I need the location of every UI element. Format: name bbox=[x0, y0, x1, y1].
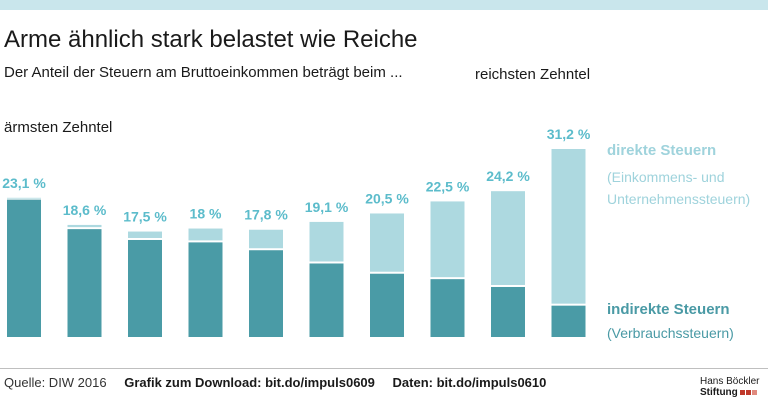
bar-direct-8 bbox=[430, 201, 465, 278]
bar-direct-5 bbox=[249, 229, 283, 249]
bar-indirect-5 bbox=[249, 250, 283, 337]
bar-total-label-8: 22,5 % bbox=[426, 178, 470, 194]
footer: Quelle: DIW 2016 Grafik zum Download: bi… bbox=[4, 375, 546, 390]
label-richest-decile: reichsten Zehntel bbox=[475, 66, 591, 83]
logo-line-2: Stiftung bbox=[700, 387, 738, 399]
logo-mark-icon bbox=[739, 387, 758, 398]
bar-direct-2 bbox=[67, 224, 102, 228]
logo-line-1: Hans Böckler bbox=[700, 376, 760, 387]
bar-direct-7 bbox=[370, 213, 404, 272]
bar-total-label-5: 17,8 % bbox=[244, 207, 288, 223]
legend-direct-taxes-desc: (Einkommens- und Unternehmenssteuern) bbox=[607, 169, 751, 207]
bar-total-label-1: 23,1 % bbox=[2, 175, 46, 191]
bar-direct-3 bbox=[128, 231, 162, 238]
bar-indirect-1 bbox=[7, 199, 41, 337]
bar-direct-1 bbox=[7, 197, 41, 199]
bar-indirect-3 bbox=[128, 239, 162, 337]
legend-indirect-taxes-title: indirekte Steuern bbox=[607, 301, 730, 318]
footer-data-link[interactable]: Daten: bit.do/impuls0610 bbox=[392, 375, 547, 390]
bar-total-label-3: 17,5 % bbox=[123, 209, 167, 225]
label-poorest-decile: ärmsten Zehntel bbox=[4, 119, 113, 136]
hans-boeckler-logo: Hans Böckler Stiftung bbox=[700, 376, 766, 398]
bar-total-label-7: 20,5 % bbox=[365, 190, 409, 206]
bar-direct-10 bbox=[551, 149, 586, 304]
footer-download-link[interactable]: Grafik zum Download: bit.do/impuls0609 bbox=[124, 375, 375, 390]
bar-total-label-6: 19,1 % bbox=[305, 199, 349, 215]
bar-direct-9 bbox=[491, 191, 525, 285]
bar-indirect-8 bbox=[430, 279, 465, 337]
top-accent-bar bbox=[0, 0, 768, 10]
bar-indirect-4 bbox=[188, 242, 223, 337]
legend-indirect-taxes-desc: (Verbrauchssteuern) bbox=[607, 325, 734, 341]
legend-direct-taxes-title: direkte Steuern bbox=[607, 142, 717, 159]
bar-indirect-7 bbox=[370, 273, 404, 337]
bar-indirect-9 bbox=[491, 286, 525, 337]
bar-total-label-2: 18,6 % bbox=[63, 202, 107, 218]
bar-total-label-10: 31,2 % bbox=[547, 126, 591, 142]
bar-indirect-2 bbox=[67, 229, 102, 337]
bar-total-label-4: 18 % bbox=[190, 206, 222, 222]
chart-title: Arme ähnlich stark belastet wie Reiche bbox=[4, 26, 418, 53]
bar-indirect-10 bbox=[551, 305, 586, 337]
footer-source: Quelle: DIW 2016 bbox=[4, 375, 107, 390]
footer-divider bbox=[0, 368, 768, 369]
chart-subtitle: Der Anteil der Steuern am Bruttoeinkomme… bbox=[4, 64, 403, 81]
bar-direct-6 bbox=[309, 221, 344, 262]
bar-indirect-6 bbox=[309, 263, 344, 337]
bar-direct-4 bbox=[188, 228, 223, 241]
bar-total-label-9: 24,2 % bbox=[486, 168, 530, 184]
